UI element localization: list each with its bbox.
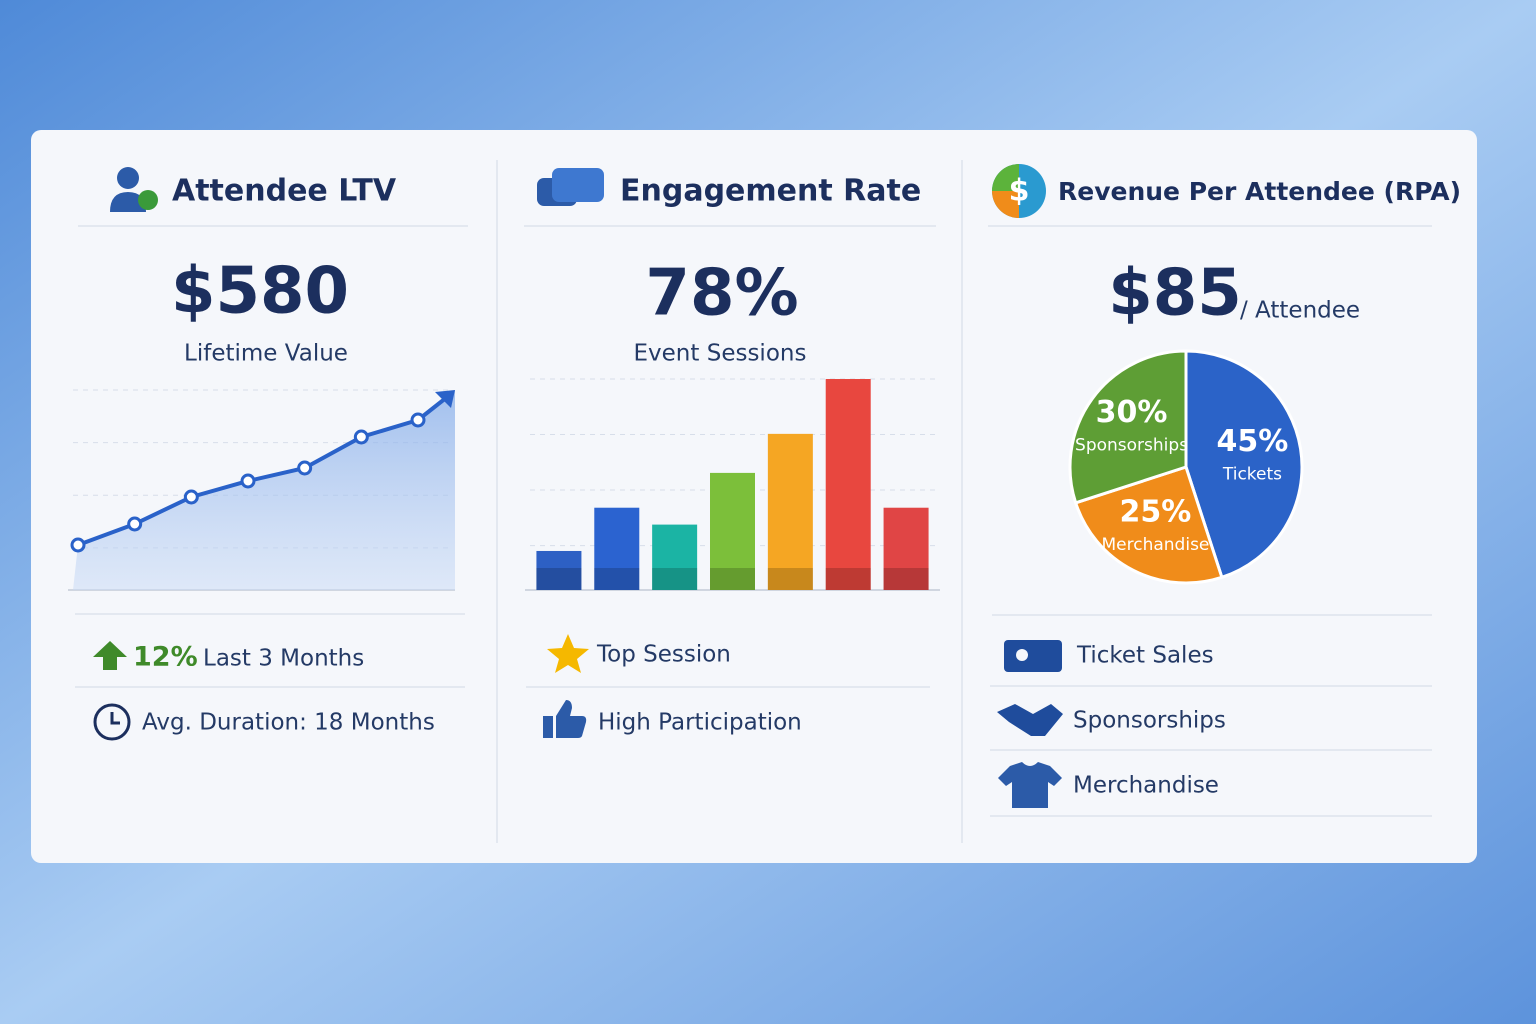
slice-value: 25% bbox=[1120, 494, 1192, 529]
bar-shade bbox=[767, 568, 813, 590]
slice-value: 45% bbox=[1217, 424, 1289, 459]
panel-title: Engagement Rate bbox=[620, 174, 921, 209]
highlight: 12% bbox=[133, 642, 198, 673]
trend-arrowhead bbox=[435, 390, 455, 408]
pie-slice bbox=[1073, 465, 1224, 585]
slice-label: Merchandise bbox=[1102, 535, 1210, 555]
metric: 78% bbox=[645, 257, 798, 331]
thumb-icon bbox=[543, 700, 587, 738]
item: Ticket Sales bbox=[1076, 643, 1214, 669]
user-icon bbox=[110, 192, 146, 212]
bar-shade bbox=[594, 568, 640, 590]
point bbox=[127, 516, 143, 532]
item: Merchandise bbox=[1073, 773, 1219, 799]
up-arrow-icon bbox=[93, 641, 127, 670]
user-icon bbox=[117, 167, 139, 189]
handshake-icon bbox=[997, 704, 1063, 736]
bar bbox=[825, 379, 871, 590]
panel-title: Attendee LTV bbox=[172, 174, 397, 209]
point bbox=[410, 412, 426, 428]
item: High Participation bbox=[598, 710, 802, 736]
caption: Lifetime Value bbox=[184, 341, 348, 367]
coin-icon bbox=[992, 164, 1019, 191]
slice-label: Sponsorships bbox=[1075, 435, 1188, 455]
star-icon bbox=[547, 634, 589, 673]
bar-shade bbox=[652, 568, 698, 590]
metric: $85 bbox=[1108, 257, 1242, 331]
dollar-icon bbox=[138, 190, 158, 210]
caption: Event Sessions bbox=[634, 341, 807, 367]
item: Avg. Duration: 18 Months bbox=[142, 710, 435, 736]
item: Sponsorships bbox=[1073, 708, 1226, 734]
bar-shade bbox=[536, 568, 582, 590]
bar-shade bbox=[883, 568, 929, 590]
bar bbox=[767, 433, 813, 590]
bar bbox=[652, 524, 698, 590]
pie-slice bbox=[1184, 349, 1304, 580]
clock-icon bbox=[110, 712, 120, 725]
bar-shade bbox=[825, 568, 871, 590]
chat-icon bbox=[552, 168, 604, 202]
point bbox=[240, 473, 256, 489]
item: Last 3 Months bbox=[203, 646, 364, 672]
bar bbox=[594, 507, 640, 590]
pie-slice bbox=[1068, 349, 1188, 505]
ticket-icon bbox=[1004, 640, 1062, 672]
bar bbox=[536, 550, 582, 590]
point bbox=[183, 489, 199, 505]
shirt-icon bbox=[998, 762, 1062, 808]
slice-label: Tickets bbox=[1222, 464, 1282, 484]
point bbox=[70, 537, 86, 553]
slice-value: 30% bbox=[1096, 395, 1168, 430]
item: Top Session bbox=[596, 642, 731, 668]
coin-symbol: $ bbox=[1009, 174, 1030, 209]
bar bbox=[883, 507, 929, 590]
ticket-icon bbox=[1016, 649, 1028, 661]
bar bbox=[710, 472, 755, 590]
point bbox=[297, 460, 313, 476]
panel-title: Revenue Per Attendee (RPA) bbox=[1058, 177, 1461, 206]
clock-icon bbox=[93, 703, 131, 741]
bar-shade bbox=[710, 568, 755, 590]
coin-icon bbox=[992, 191, 1019, 218]
metric-suffix: / Attendee bbox=[1240, 298, 1360, 324]
metric: $580 bbox=[171, 255, 349, 329]
point bbox=[353, 429, 369, 445]
